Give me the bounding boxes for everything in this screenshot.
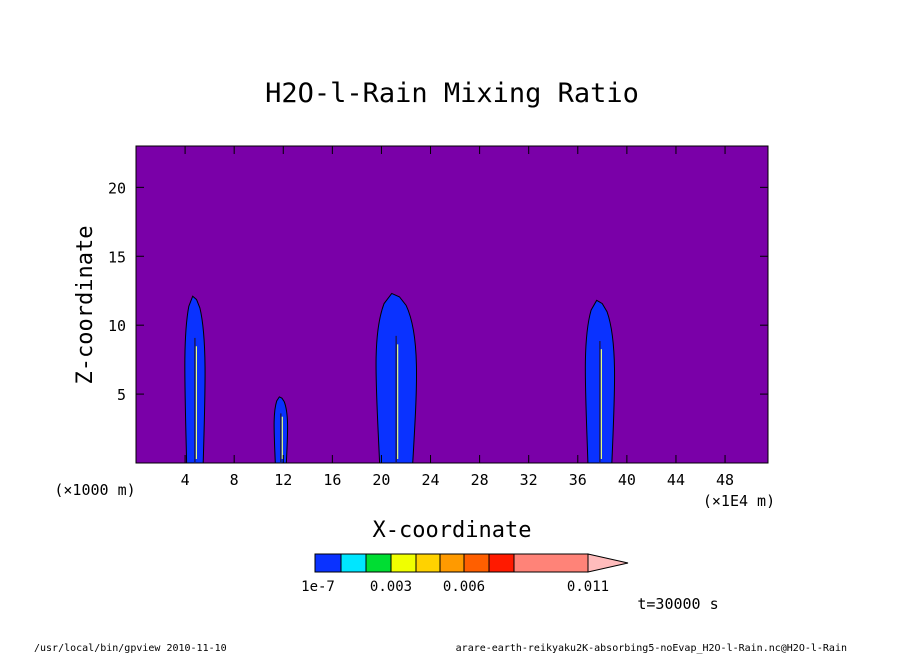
footer-left: /usr/local/bin/gpview 2010-11-10 (34, 643, 227, 654)
colorbar-label: 1e-7 (301, 579, 335, 595)
plot-area (135, 145, 769, 464)
x-tick-label: 8 (230, 471, 239, 489)
footer-right: arare-earth-reikyaku2K-absorbing5-noEvap… (456, 643, 847, 654)
plumes-layer (184, 292, 616, 464)
colorbar-label: 0.003 (370, 579, 412, 595)
colorbar-cell (415, 553, 441, 573)
colorbar-label: 0.011 (567, 579, 609, 595)
colorbar-cell (463, 553, 490, 573)
x-tick-label: 16 (323, 471, 341, 489)
colorbar-cell (314, 553, 342, 573)
colorbar-label: 0.006 (443, 579, 485, 595)
colorbar-cell (488, 553, 515, 573)
y-tick-label: 5 (117, 386, 126, 404)
colorbar-arrow (587, 553, 629, 573)
y-tick-label: 20 (108, 179, 126, 197)
colorbar-cell (365, 553, 392, 573)
x-axis-label: X-coordinate (373, 518, 532, 543)
time-label: t=30000 s (637, 595, 718, 613)
x-tick-label: 48 (716, 471, 734, 489)
x-tick-label: 36 (569, 471, 587, 489)
y-axis: 5 10 15 20 (108, 179, 768, 404)
colorbar-cell (439, 553, 465, 573)
x-tick-label: 32 (520, 471, 538, 489)
x-tick-label: 4 (181, 471, 190, 489)
x-tick-label: 44 (667, 471, 685, 489)
y-tick-label: 10 (108, 317, 126, 335)
y-axis-label: Z-coordinate (73, 226, 98, 385)
y-unit-label: (×1000 m) (54, 481, 135, 499)
y-tick-label: 15 (108, 248, 126, 266)
x-tick-label: 24 (421, 471, 439, 489)
x-axis: 4 8 12 16 20 24 28 32 36 40 44 48 (181, 146, 734, 489)
x-tick-label: 40 (618, 471, 636, 489)
colorbar-cell (390, 553, 417, 573)
chart-title: H2O-l-Rain Mixing Ratio (265, 78, 639, 109)
colorbar-cell (513, 553, 589, 573)
x-unit-label: (×1E4 m) (703, 492, 775, 510)
colorbar-cell (340, 553, 367, 573)
x-tick-label: 28 (471, 471, 489, 489)
colorbar: 1e-7 0.003 0.006 0.011 (301, 553, 629, 595)
x-tick-label: 20 (372, 471, 390, 489)
x-tick-label: 12 (274, 471, 292, 489)
